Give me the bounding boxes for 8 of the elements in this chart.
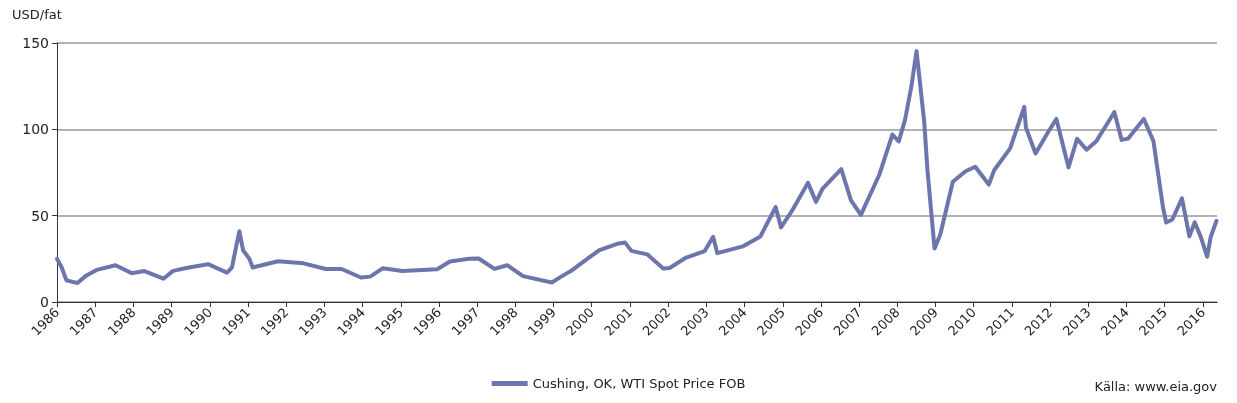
legend-label: Cushing, OK, WTI Spot Price FOB [532,376,746,391]
y-tick-label: 100 [22,121,49,138]
y-axis-title: USD/fat [12,7,62,22]
text: Källa: www.eia.gov [1094,379,1218,394]
y-tick-label: 150 [22,35,49,51]
y-tick-label: 0 [40,294,49,310]
y-tick-label: 50 [31,207,49,224]
line-series [55,49,1219,286]
